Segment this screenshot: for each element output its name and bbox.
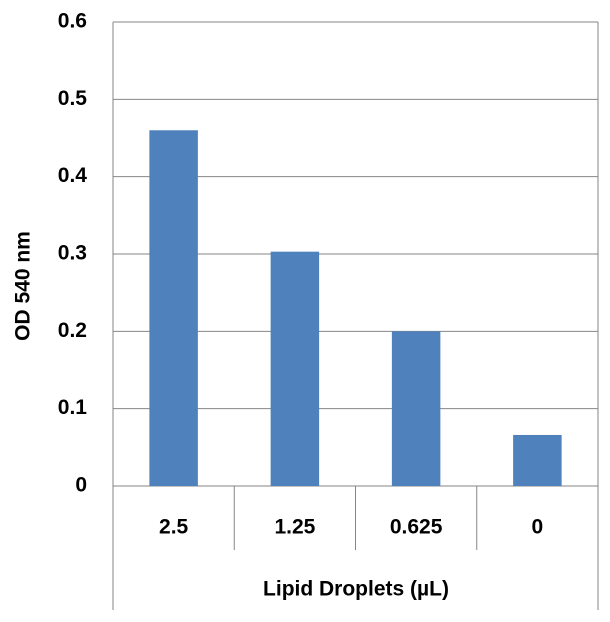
y-tick-label: 0 — [75, 474, 87, 497]
y-axis-title: OD 540 nm — [12, 231, 35, 341]
bar — [513, 434, 562, 486]
x-tick-label: 2.5 — [159, 516, 189, 539]
y-tick-label: 0.6 — [58, 10, 87, 33]
x-tick-label: 1.25 — [274, 516, 315, 539]
y-tick-label: 0.1 — [58, 396, 88, 419]
y-tick-label: 0.2 — [58, 319, 87, 342]
x-tick-label: 0 — [532, 516, 544, 539]
y-tick-label: 0.5 — [58, 87, 88, 110]
bar — [270, 251, 320, 486]
y-tick-label: 0.4 — [58, 164, 88, 187]
bar — [149, 130, 198, 486]
y-tick-label: 0.3 — [58, 242, 87, 265]
x-axis-title: Lipid Droplets (µL) — [263, 578, 449, 601]
bar — [391, 331, 441, 486]
x-tick-label: 0.625 — [390, 516, 443, 539]
